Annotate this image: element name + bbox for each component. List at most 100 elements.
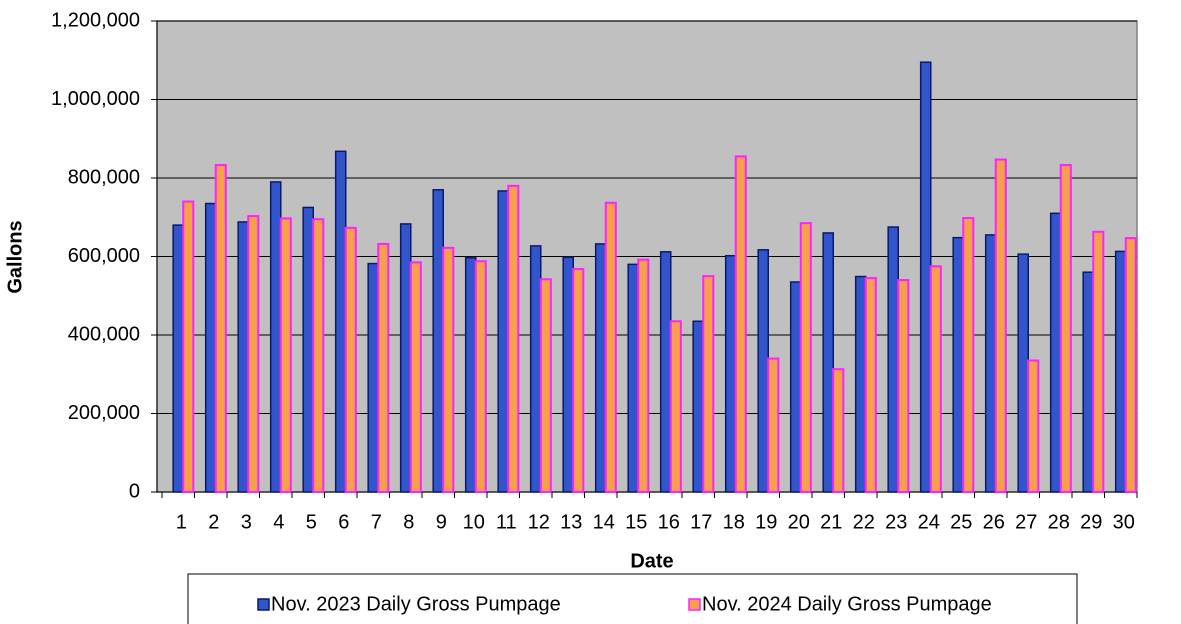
x-tick-label: 16: [658, 511, 680, 533]
bar: [929, 265, 942, 493]
bar: [279, 217, 292, 494]
bar: [204, 202, 217, 493]
bar: [507, 184, 520, 493]
y-tick-label: 0: [129, 480, 140, 502]
bar: [302, 206, 314, 493]
x-tick-label: 25: [950, 511, 972, 533]
bar: [822, 232, 834, 493]
bar: [529, 245, 542, 493]
bar: [247, 215, 260, 493]
x-tick-label: 22: [853, 511, 875, 533]
bar: [1092, 230, 1105, 494]
bar: [312, 218, 325, 493]
y-tick-label: 1,000,000: [51, 88, 140, 110]
bar: [474, 260, 487, 493]
x-tick-label: 18: [723, 511, 745, 533]
bar: [864, 277, 877, 493]
bar: [962, 217, 975, 493]
x-tick-label: 27: [1015, 511, 1037, 533]
legend-swatch: [257, 598, 270, 611]
bar: [627, 263, 639, 493]
y-tick-label: 800,000: [68, 166, 140, 188]
bar: [659, 251, 672, 493]
bar: [919, 61, 932, 493]
x-tick-label: 21: [820, 511, 842, 533]
x-axis-label: Date: [630, 550, 673, 572]
x-tick-label: 5: [306, 511, 317, 533]
x-tick-label: 17: [690, 511, 712, 533]
bar: [497, 190, 509, 493]
x-tick-label: 7: [371, 511, 382, 533]
x-tick-label: 13: [560, 511, 582, 533]
x-tick-label: 4: [273, 511, 284, 533]
bar: [442, 246, 455, 493]
x-tick-label: 12: [528, 511, 550, 533]
bar: [1082, 271, 1095, 493]
bar: [887, 226, 899, 493]
bar: [734, 155, 747, 493]
x-tick-label: 15: [625, 511, 647, 533]
x-tick-label: 2: [208, 511, 219, 533]
bar: [1049, 212, 1062, 493]
bar: [1059, 164, 1072, 494]
x-tick-label: 30: [1113, 511, 1135, 533]
bar: [344, 226, 357, 493]
x-tick-label: 14: [593, 511, 615, 533]
x-tick-label: 19: [755, 511, 777, 533]
y-tick-label: 200,000: [68, 402, 140, 424]
bar: [724, 254, 737, 493]
bar: [984, 234, 997, 493]
x-tick-label: 20: [788, 511, 810, 533]
bar: [692, 320, 704, 493]
bar: [604, 201, 617, 493]
bar: [1027, 359, 1040, 494]
legend-swatch: [688, 598, 701, 611]
bar: [767, 357, 780, 493]
x-tick-label: 11: [496, 511, 517, 533]
bar: [757, 249, 769, 493]
bar: [994, 158, 1007, 494]
bar: [1124, 237, 1137, 493]
bar: [854, 275, 867, 493]
bar: [269, 181, 282, 493]
bar: [1114, 250, 1127, 493]
x-tick-label: 26: [983, 511, 1005, 533]
bar: [637, 258, 650, 494]
x-tick-label: 8: [403, 511, 414, 533]
bar: [409, 261, 422, 494]
x-tick-label: 1: [176, 511, 187, 533]
y-axis-label: Gallons: [4, 220, 26, 293]
legend-label: Nov. 2024 Daily Gross Pumpage: [702, 593, 992, 615]
bar: [182, 200, 195, 494]
bar: [799, 222, 812, 493]
bar: [897, 279, 910, 493]
x-tick-label: 29: [1080, 511, 1102, 533]
bar: [214, 164, 227, 494]
bar: [432, 189, 444, 493]
bar: [539, 278, 552, 494]
legend-box: [187, 573, 1078, 624]
x-tick-label: 3: [241, 511, 252, 533]
bar: [594, 243, 607, 493]
bar: [832, 368, 845, 493]
x-tick-label: 28: [1048, 511, 1070, 533]
bar: [572, 268, 585, 493]
bar: [334, 150, 347, 493]
bar: [399, 223, 412, 493]
bar: [377, 242, 390, 493]
bar: [702, 275, 715, 493]
y-tick-label: 1,200,000: [51, 9, 140, 31]
bar: [952, 236, 964, 493]
legend-label: Nov. 2023 Daily Gross Pumpage: [271, 593, 561, 615]
bar: [172, 224, 185, 493]
bar: [789, 281, 802, 493]
bar: [464, 256, 477, 493]
y-tick-label: 600,000: [68, 245, 140, 267]
x-tick-label: 6: [338, 511, 349, 533]
x-tick-label: 23: [885, 511, 907, 533]
bar: [669, 320, 682, 494]
bar: [1017, 253, 1029, 493]
y-tick-label: 400,000: [68, 323, 140, 345]
x-tick-label: 9: [436, 511, 447, 533]
